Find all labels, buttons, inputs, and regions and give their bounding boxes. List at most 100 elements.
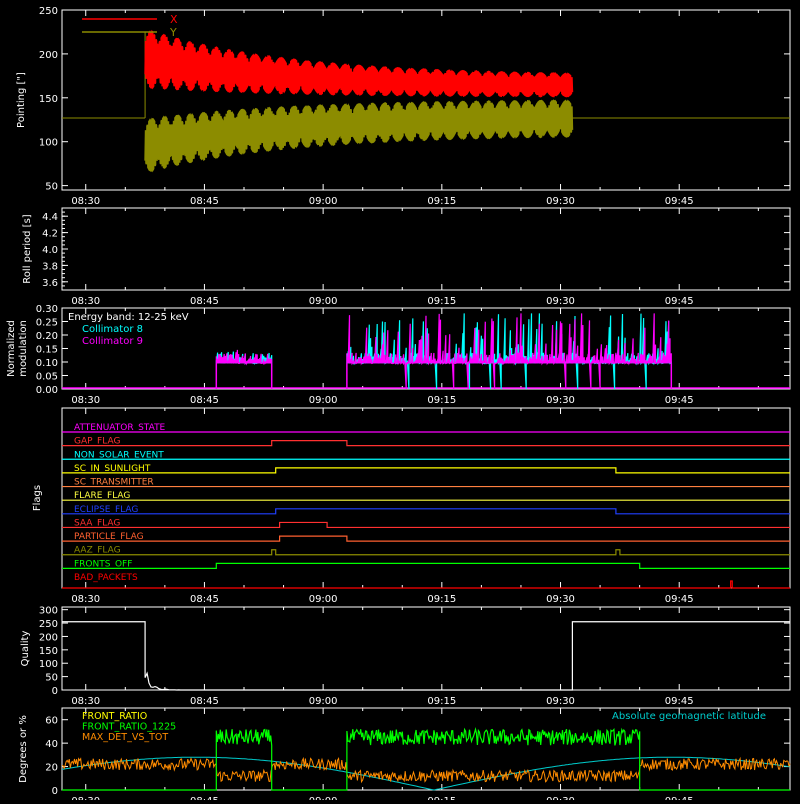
ratios-series-front-ratio-1225: [62, 727, 790, 791]
flag-label-sc-transmitter: SC_TRANSMITTER: [74, 478, 154, 488]
pointing-x-tick-label: 09:15: [427, 196, 456, 207]
ratios-legend-max-det-vs-tot: MAX_DET_VS_TOT: [82, 732, 168, 743]
roll-axes-frame: [61, 207, 791, 291]
modulation-y-tick-label: 0.25: [36, 318, 58, 329]
modulation-y-tick-label: 0.30: [36, 304, 58, 315]
flag-label-sc-in-sunlight: SC_IN_SUNLIGHT: [74, 464, 151, 474]
pointing-x-tick-label: 08:30: [71, 196, 100, 207]
modulation-legend-collimator-8: Collimator 8: [82, 324, 143, 335]
ratios-y-tick-label: 60: [45, 716, 58, 727]
quality-y-tick-label: 250: [39, 619, 58, 630]
ratios-series-geomag-latitude: [61, 756, 791, 791]
pointing-y-tick-label: 100: [39, 138, 58, 149]
ratios-geomag-annotation: Absolute geomagnetic latitude: [612, 711, 766, 722]
roll-x-tick-label: 09:45: [665, 296, 694, 307]
flags-x-tick-label: 09:00: [309, 594, 338, 605]
quality-x-tick-label: 09:00: [309, 696, 338, 707]
roll-y-axis-label: Roll period [s]: [22, 214, 33, 283]
ratios-legend-front-ratio-1225: FRONT_RATIO_1225: [82, 722, 176, 733]
flag-label-saa-flag: SAA_FLAG: [74, 518, 120, 528]
ratios-x-tick-label: 09:30: [546, 796, 575, 800]
flag-line-fronts-off: [62, 562, 790, 569]
ratios-y-tick-label: 40: [45, 739, 58, 750]
quality-y-axis-label: Quality: [20, 631, 31, 667]
ratios-x-tick-label: 09:00: [309, 796, 338, 800]
pointing-legend-label-x: X: [170, 13, 178, 26]
pointing-x-tick-label: 09:30: [546, 196, 575, 207]
pointing-y-tick-label: 250: [39, 6, 58, 17]
quality-x-tick-label: 08:45: [190, 696, 219, 707]
ratios-x-tick-label: 08:45: [190, 796, 219, 800]
ratios-x-tick-label: 09:45: [665, 796, 694, 800]
flag-line-bad-packets: [62, 580, 790, 589]
pointing-y-tick-label: 200: [39, 50, 58, 61]
modulation-y-tick-label: 0.20: [36, 331, 58, 342]
roll-y-tick-label: 4.0: [42, 245, 58, 256]
pointing-axes-frame: [61, 9, 791, 191]
flag-line-sc-in-sunlight: [62, 467, 790, 474]
ratios-axes-frame: [61, 707, 791, 791]
ratios-series-max-det-vs-tot: [61, 756, 791, 784]
roll-y-tick-label: 4.2: [42, 229, 58, 240]
ratios-y-tick-label: 20: [45, 763, 58, 774]
modulation-series-collimator-9: [215, 349, 273, 366]
roll-x-tick-label: 09:00: [309, 296, 338, 307]
modulation-x-tick-label: 09:15: [427, 395, 456, 406]
flag-line-saa-flag: [62, 521, 790, 529]
flags-x-tick-label: 09:15: [427, 594, 456, 605]
modulation-x-tick-label: 08:30: [71, 395, 100, 406]
flag-label-particle-flag: PARTICLE_FLAG: [74, 532, 144, 542]
modulation-legend-collimator-9: Collimator 9: [82, 336, 143, 347]
quality-y-tick-label: 300: [39, 606, 58, 617]
ratios-y-tick-label: 0: [52, 786, 58, 797]
quality-x-tick-label: 09:15: [427, 696, 456, 707]
modulation-y-tick-label: 0.10: [36, 358, 58, 369]
quality-y-tick-label: 100: [39, 659, 58, 670]
modulation-y-axis-label-2: modulation: [18, 320, 29, 377]
modulation-y-tick-label: 0.15: [36, 345, 58, 356]
roll-x-tick-label: 08:45: [190, 296, 219, 307]
ratios-x-tick-label: 09:15: [427, 796, 456, 800]
flag-label-attenuator-state: ATTENUATOR_STATE: [74, 423, 166, 433]
pointing-y-axis-label: Pointing ["]: [16, 72, 27, 128]
flags-x-tick-label: 08:30: [71, 594, 100, 605]
flag-label-fronts-off: FRONTS_OFF: [74, 559, 132, 569]
flags-x-tick-label: 09:30: [546, 594, 575, 605]
modulation-y-tick-label: 0.00: [36, 385, 58, 396]
quality-x-tick-label: 08:30: [71, 696, 100, 707]
quality-series: [62, 621, 790, 691]
pointing-x-tick-label: 08:45: [190, 196, 219, 207]
flags-x-tick-label: 08:45: [190, 594, 219, 605]
modulation-x-tick-label: 08:45: [190, 395, 219, 406]
pointing-legend-label-y: Y: [169, 26, 177, 39]
quality-y-tick-label: 0: [52, 686, 58, 697]
flag-line-eclipse-flag: [62, 508, 790, 515]
modulation-y-tick-label: 0.05: [36, 372, 58, 383]
roll-y-tick-label: 3.6: [42, 278, 58, 289]
flags-y-axis-label: Flags: [32, 485, 43, 511]
pointing-y-tick-label: 50: [45, 182, 58, 193]
quality-axes-frame: [61, 606, 791, 691]
modulation-x-tick-label: 09:45: [665, 395, 694, 406]
ratios-y-axis-label: Degrees or %: [18, 715, 29, 783]
modulation-series-collimator-8: [346, 313, 672, 390]
quality-y-tick-label: 50: [45, 673, 58, 684]
roll-y-tick-label: 4.4: [42, 212, 58, 223]
roll-y-tick-label: 3.8: [42, 261, 58, 272]
flag-label-flare-flag: FLARE_FLAG: [74, 491, 130, 501]
quality-x-tick-label: 09:30: [546, 696, 575, 707]
quality-y-tick-label: 150: [39, 646, 58, 657]
flag-label-gap-flag: GAP_FLAG: [74, 437, 120, 447]
ratios-legend-front-ratio: FRONT_RATIO: [82, 711, 147, 722]
pointing-y-tick-label: 150: [39, 94, 58, 105]
flag-label-eclipse-flag: ECLIPSE_FLAG: [74, 505, 138, 515]
modulation-x-tick-label: 09:30: [546, 395, 575, 406]
roll-x-tick-label: 08:30: [71, 296, 100, 307]
flags-axes-frame: [61, 407, 791, 589]
roll-x-tick-label: 09:30: [546, 296, 575, 307]
flags-x-tick-label: 09:45: [665, 594, 694, 605]
modulation-y-axis-label-1: Normalized: [6, 320, 17, 377]
flag-line-gap-flag: [62, 440, 790, 447]
